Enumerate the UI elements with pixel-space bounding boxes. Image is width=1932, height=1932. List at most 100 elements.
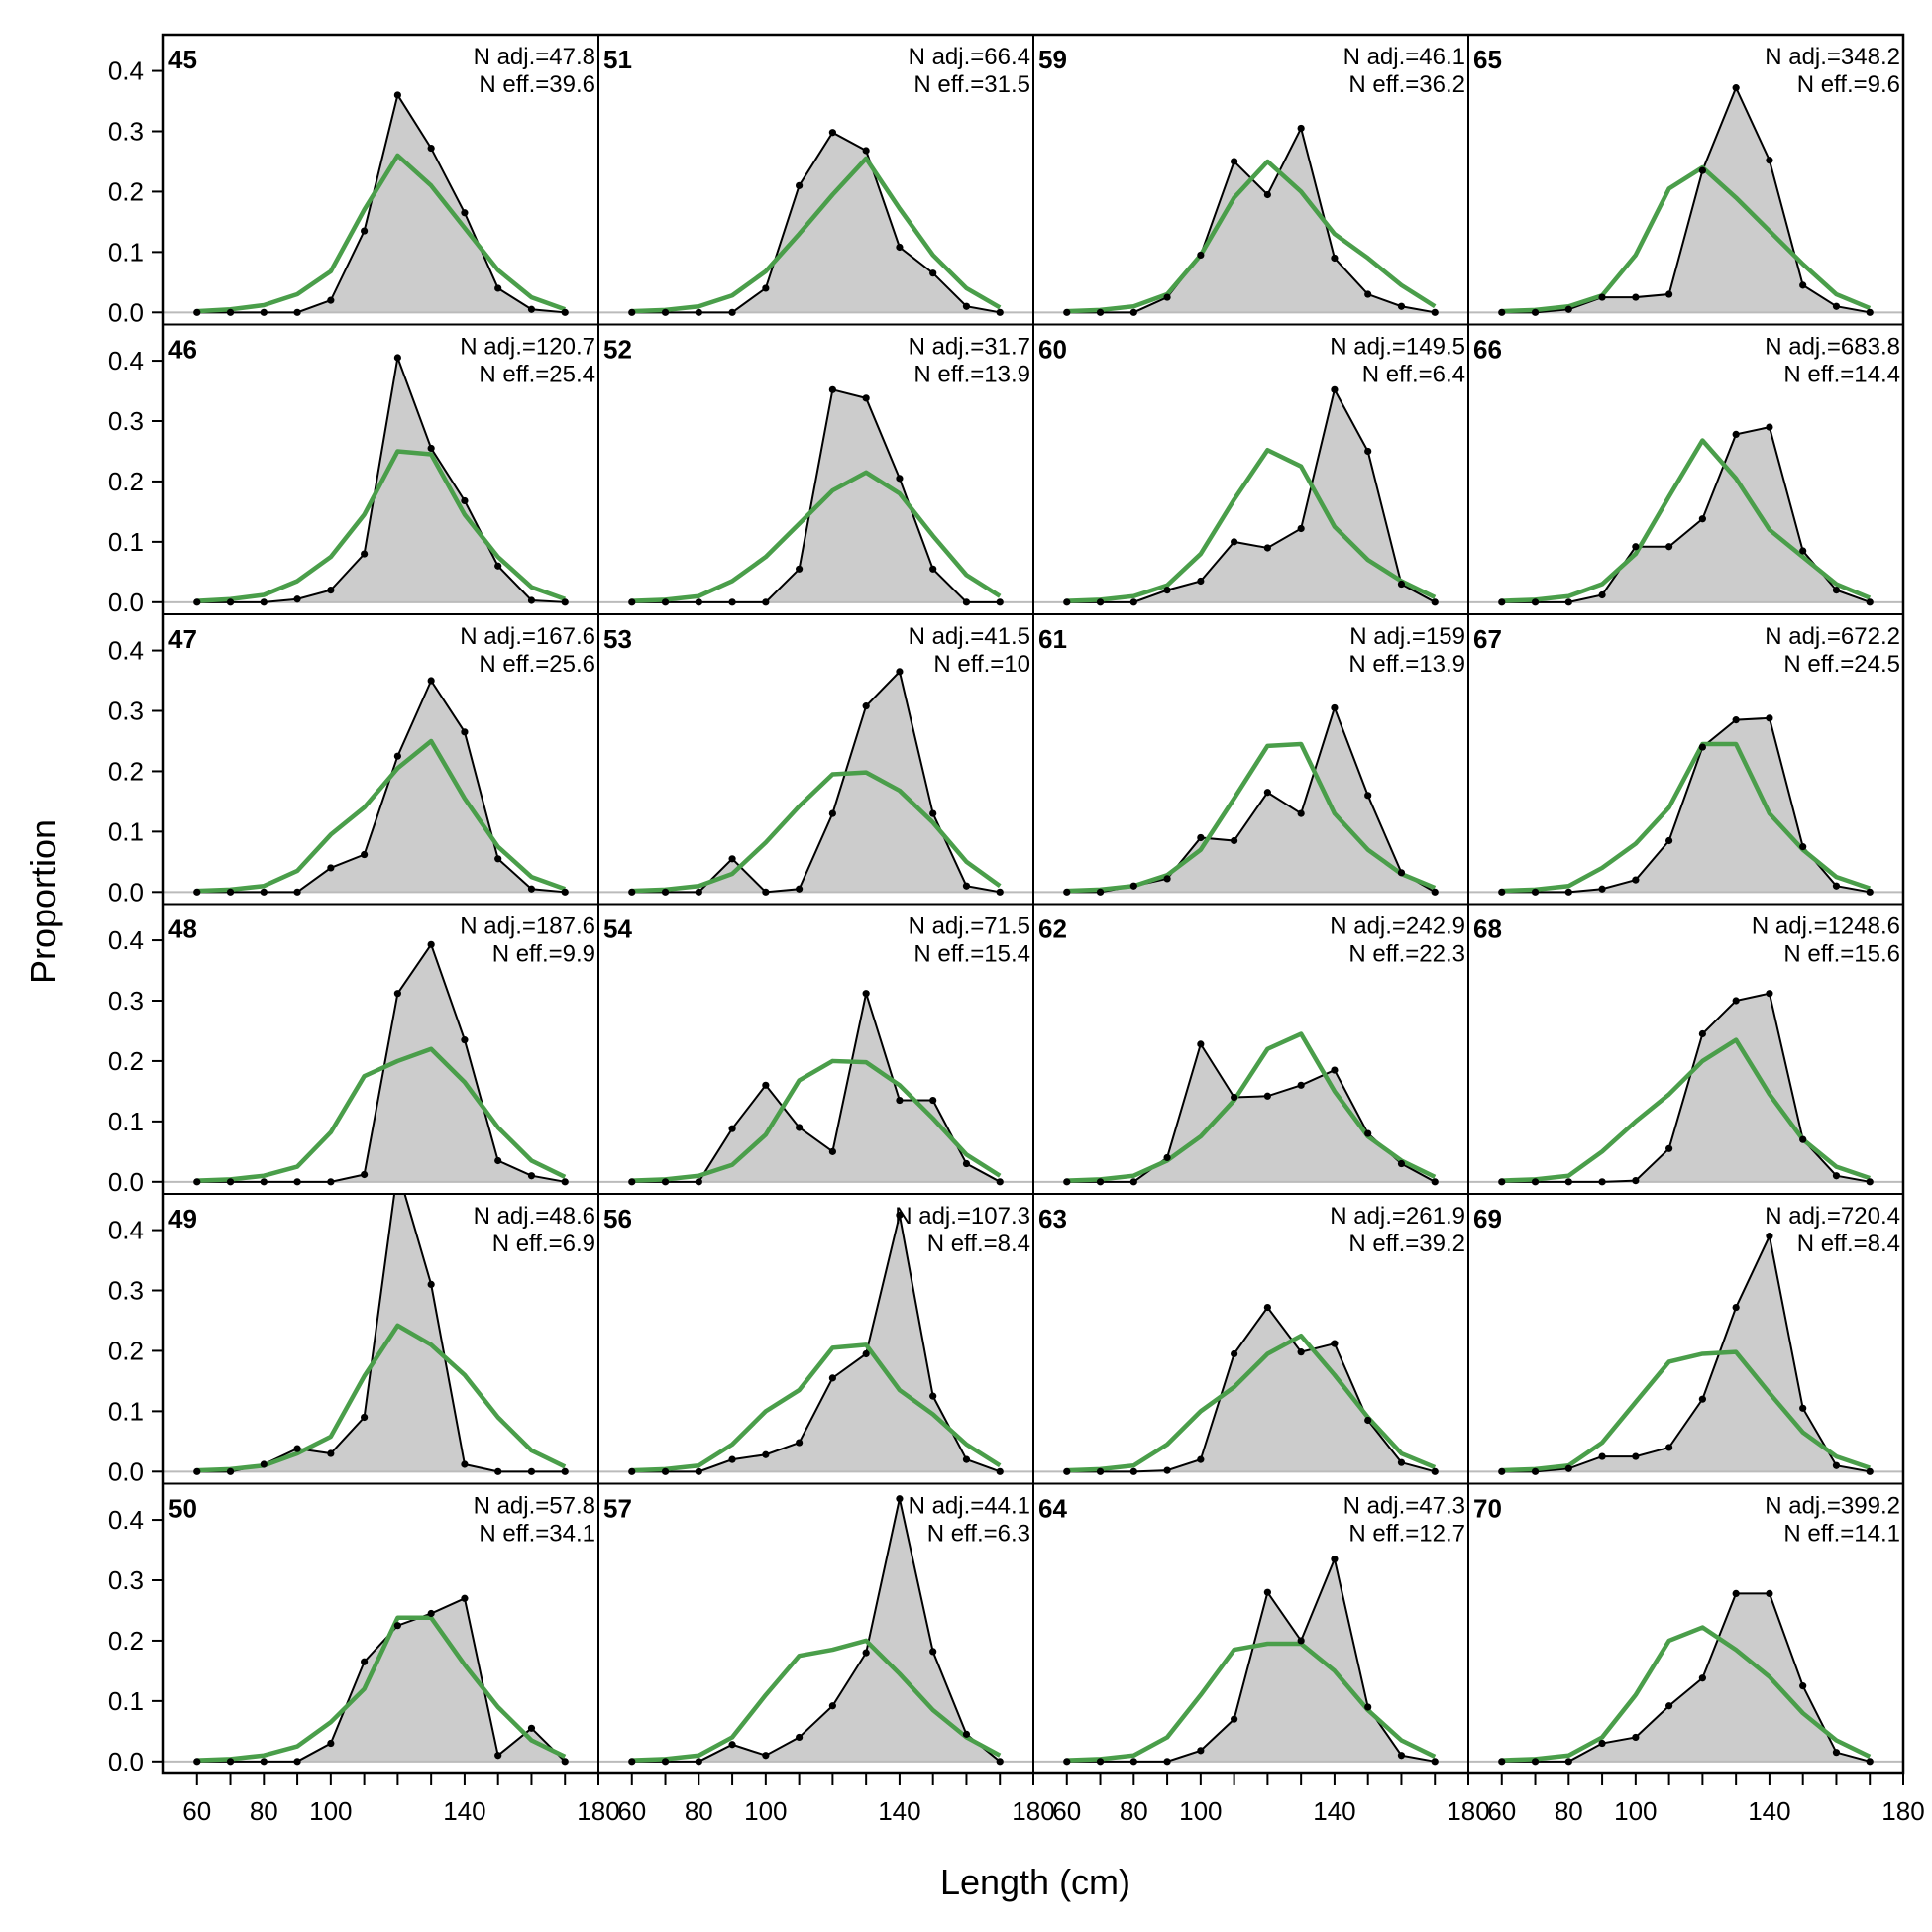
observed-point bbox=[628, 308, 636, 316]
observed-point bbox=[1531, 1758, 1540, 1766]
observed-point bbox=[1297, 524, 1305, 533]
observed-point bbox=[1297, 1348, 1305, 1356]
n-adj-label: N adj.=46.1 bbox=[1343, 44, 1465, 70]
n-eff-label: N eff.=39.6 bbox=[479, 71, 595, 98]
observed-point bbox=[896, 475, 904, 483]
x-tick-label: 140 bbox=[878, 1796, 920, 1826]
panel-year-label: 53 bbox=[603, 624, 632, 654]
observed-point bbox=[193, 888, 201, 896]
observed-point bbox=[1564, 598, 1572, 606]
panel-plot-area bbox=[598, 668, 1033, 896]
panel-year-label: 70 bbox=[1473, 1494, 1502, 1524]
expected-line bbox=[1501, 438, 1872, 603]
observed-point bbox=[527, 1724, 536, 1732]
observed-line bbox=[1501, 85, 1871, 314]
observed-point bbox=[361, 1170, 369, 1179]
observed-point bbox=[226, 1467, 235, 1475]
n-adj-label: N adj.=672.2 bbox=[1765, 623, 1900, 650]
expected-line bbox=[196, 1323, 567, 1473]
observed-point bbox=[1063, 888, 1071, 896]
y-tick-label: 0.0 bbox=[108, 1167, 144, 1197]
y-axis-title: Proportion bbox=[23, 819, 63, 984]
x-tick-label: 80 bbox=[685, 1796, 713, 1826]
observed-point bbox=[193, 598, 201, 606]
observed-point bbox=[996, 1467, 1004, 1475]
observed-area bbox=[1066, 1307, 1436, 1472]
observed-point bbox=[929, 1392, 937, 1400]
observed-point bbox=[260, 1460, 268, 1468]
observed-point bbox=[1163, 1758, 1171, 1766]
x-tick-label: 80 bbox=[1555, 1796, 1583, 1826]
panel-59: 59 N adj.=46.1N eff.=36.2 bbox=[1033, 44, 1468, 316]
observed-area bbox=[1066, 1558, 1436, 1762]
observed-point bbox=[628, 1467, 636, 1475]
observed-point bbox=[661, 308, 670, 316]
observed-point bbox=[762, 598, 770, 606]
panel-year-label: 46 bbox=[168, 335, 197, 365]
n-adj-label: N adj.=41.5 bbox=[909, 623, 1030, 650]
n-eff-label: N eff.=9.9 bbox=[492, 941, 595, 968]
observed-point bbox=[393, 990, 401, 998]
observed-point bbox=[1231, 538, 1238, 546]
observed-point bbox=[1397, 1458, 1406, 1466]
observed-point bbox=[628, 888, 636, 896]
n-eff-label: N eff.=14.1 bbox=[1783, 1521, 1900, 1548]
observed-point bbox=[561, 1758, 569, 1766]
y-tick-label: 0.4 bbox=[108, 636, 144, 666]
y-tick-label: 0.1 bbox=[108, 1396, 144, 1426]
observed-point bbox=[1732, 1589, 1740, 1598]
y-tick-label: 0.3 bbox=[108, 117, 144, 147]
observed-point bbox=[796, 181, 804, 189]
observed-point bbox=[762, 284, 770, 292]
observed-point bbox=[1364, 290, 1372, 298]
observed-point bbox=[1231, 1349, 1238, 1358]
n-adj-label: N adj.=167.6 bbox=[460, 623, 595, 650]
observed-area bbox=[1501, 1235, 1871, 1472]
panel-49: 49 N adj.=48.6N eff.=6.9 bbox=[163, 1194, 598, 1475]
observed-point bbox=[1799, 547, 1807, 555]
n-adj-label: N adj.=120.7 bbox=[460, 334, 595, 361]
observed-point bbox=[1799, 843, 1807, 851]
y-tick-label: 0.4 bbox=[108, 925, 144, 955]
observed-point bbox=[1331, 1556, 1339, 1563]
panel-year-label: 61 bbox=[1038, 624, 1067, 654]
observed-point bbox=[828, 129, 836, 137]
panel-year-label: 69 bbox=[1473, 1204, 1502, 1234]
x-tick-label: 100 bbox=[744, 1796, 787, 1826]
expected-line bbox=[631, 156, 1002, 314]
observed-point bbox=[1063, 308, 1071, 316]
observed-point bbox=[1866, 598, 1874, 606]
x-tick-label: 60 bbox=[1487, 1796, 1516, 1826]
observed-point bbox=[828, 385, 836, 393]
observed-point bbox=[1698, 1674, 1706, 1682]
n-eff-label: N eff.=10 bbox=[933, 651, 1030, 678]
observed-point bbox=[494, 1752, 502, 1760]
observed-point bbox=[1096, 308, 1105, 316]
panel-year-label: 49 bbox=[168, 1204, 197, 1234]
observed-point bbox=[1197, 251, 1205, 260]
observed-point bbox=[260, 888, 268, 896]
observed-point bbox=[1364, 1703, 1372, 1711]
observed-point bbox=[962, 1455, 971, 1463]
panel-year-label: 48 bbox=[168, 914, 197, 944]
observed-point bbox=[1331, 703, 1339, 712]
observed-point bbox=[1531, 308, 1540, 316]
observed-line bbox=[1066, 386, 1436, 603]
y-tick-label: 0.1 bbox=[108, 1686, 144, 1716]
n-eff-label: N eff.=14.4 bbox=[1783, 362, 1900, 388]
observed-point bbox=[728, 308, 736, 316]
n-eff-label: N eff.=8.4 bbox=[927, 1231, 1030, 1257]
observed-point bbox=[361, 1658, 369, 1665]
observed-line bbox=[631, 1498, 1001, 1763]
observed-point bbox=[494, 855, 502, 863]
panel-year-label: 63 bbox=[1038, 1204, 1067, 1234]
panel-plot-area bbox=[1468, 990, 1903, 1186]
observed-area bbox=[631, 389, 1001, 602]
observed-point bbox=[762, 1450, 770, 1458]
observed-point bbox=[728, 1455, 736, 1463]
panel-grid: 45 N adj.=47.8N eff.=39.646 N adj.=120.7N … bbox=[163, 44, 1903, 1766]
panel-plot-area bbox=[598, 1211, 1033, 1475]
observed-point bbox=[1197, 1747, 1205, 1755]
observed-point bbox=[1866, 308, 1874, 316]
